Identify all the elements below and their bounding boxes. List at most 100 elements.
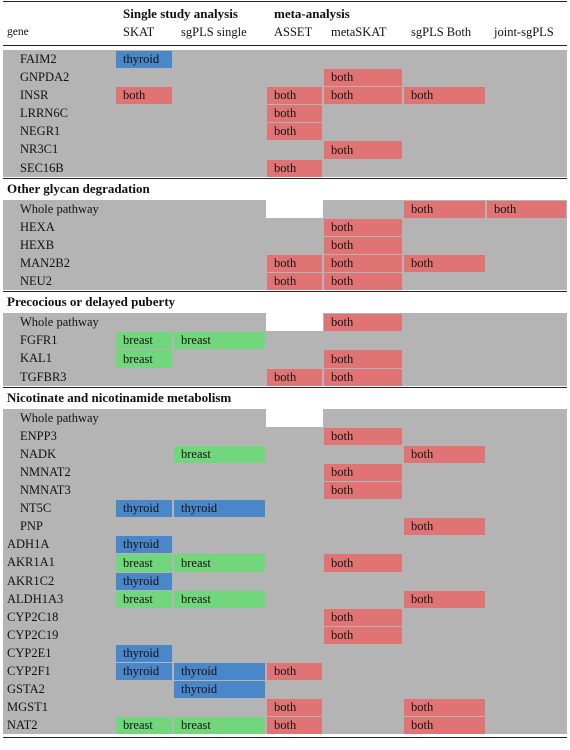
result-cell: breast xyxy=(116,716,172,734)
gene-label: HEXA xyxy=(20,220,55,234)
section-rule xyxy=(3,177,567,179)
gene-label: NADK xyxy=(20,447,57,461)
result-cell: both xyxy=(324,608,402,626)
result-cell: breast xyxy=(174,553,265,572)
result-cell: both xyxy=(324,140,402,159)
gene-label: HEXB xyxy=(20,238,55,252)
gene-label: NR3C1 xyxy=(20,142,59,156)
result-cell: thyroid xyxy=(116,50,172,68)
row-background xyxy=(3,68,567,86)
gene-label: Whole pathway xyxy=(20,411,99,425)
result-cell: both xyxy=(267,716,322,734)
row-background xyxy=(3,140,567,159)
row-background xyxy=(3,349,567,368)
result-cell: both xyxy=(267,159,322,177)
row-background xyxy=(3,608,567,626)
result-cell: both xyxy=(404,86,485,104)
result-cell: thyroid xyxy=(116,662,172,680)
result-cell: breast xyxy=(116,590,172,608)
gene-label: GNPDA2 xyxy=(20,70,70,84)
result-cell: thyroid xyxy=(174,499,265,517)
result-cell: breast xyxy=(174,331,265,349)
row-background xyxy=(3,218,567,236)
gene-label: CYP2C19 xyxy=(7,628,59,642)
row-background xyxy=(3,236,567,254)
section-title: Nicotinate and nicotinamide metabolism xyxy=(7,389,232,405)
result-cell: breast xyxy=(174,445,265,463)
result-cell: both xyxy=(324,463,402,481)
result-cell: breast xyxy=(116,331,172,349)
result-cell: breast xyxy=(174,590,265,608)
result-cell: thyroid xyxy=(174,662,265,680)
gene-label: NEGR1 xyxy=(20,124,61,138)
column-header: SKAT xyxy=(123,25,155,39)
result-cell: both xyxy=(324,86,402,104)
gene-label: GSTA2 xyxy=(7,682,45,696)
gene-label: NMNAT3 xyxy=(20,483,71,497)
gene-label: NMNAT2 xyxy=(20,465,71,479)
gene-label: FGFR1 xyxy=(20,333,58,347)
gene-label: CYP2F1 xyxy=(7,664,51,678)
row-background xyxy=(3,644,567,662)
section-title: Precocious or delayed puberty xyxy=(7,294,176,310)
gene-label: MAN2B2 xyxy=(20,256,71,270)
group-header: meta-analysis xyxy=(274,6,350,21)
blank-cell xyxy=(266,200,323,218)
gene-label: ALDH1A3 xyxy=(7,592,64,606)
result-cell: both xyxy=(324,313,402,331)
group-header: Single study analysis xyxy=(123,6,238,21)
column-header: sgPLS single xyxy=(181,25,247,39)
result-cell: both xyxy=(487,200,566,218)
gene-label: TGFBR3 xyxy=(20,370,67,384)
result-cell: both xyxy=(267,86,322,104)
result-cell: thyroid xyxy=(116,499,172,517)
section-rule xyxy=(3,386,567,388)
result-cell: both xyxy=(267,122,322,140)
result-cell: both xyxy=(267,368,322,386)
gene-label: NEU2 xyxy=(20,274,52,288)
row-background xyxy=(3,331,567,349)
column-header: metaSKAT xyxy=(331,25,387,39)
result-cell: thyroid xyxy=(116,535,172,553)
gene-label: Whole pathway xyxy=(20,315,99,329)
gene-label: AKR1C2 xyxy=(7,574,55,588)
result-cell: both xyxy=(404,254,485,272)
result-cell: both xyxy=(324,236,402,254)
column-header: ASSET xyxy=(274,25,313,39)
header-rule xyxy=(3,45,567,46)
result-cell: both xyxy=(324,68,402,86)
top-rule xyxy=(3,1,567,2)
result-cell: both xyxy=(324,626,402,644)
result-cell: both xyxy=(324,427,402,445)
gene-label: AKR1A1 xyxy=(7,555,55,569)
gene-label: PNP xyxy=(20,519,43,533)
row-background xyxy=(3,50,567,68)
row-background xyxy=(3,553,567,572)
row-background xyxy=(3,481,567,499)
row-background xyxy=(3,427,567,445)
result-cell: both xyxy=(267,698,322,716)
gene-label: SEC16B xyxy=(20,161,64,175)
row-background xyxy=(3,680,567,698)
gene-label: CYP2E1 xyxy=(7,646,52,660)
gene-label: INSR xyxy=(20,88,49,102)
result-cell: both xyxy=(404,517,485,535)
result-cell: thyroid xyxy=(116,572,172,590)
result-cell: both xyxy=(267,662,322,680)
gene-label: FAIM2 xyxy=(20,52,57,66)
result-cell: both xyxy=(404,445,485,463)
blank-cell xyxy=(266,409,323,427)
result-cell: both xyxy=(116,86,172,104)
gene-label: LRRN6C xyxy=(20,106,68,120)
result-cell: both xyxy=(324,254,402,272)
result-cell: both xyxy=(324,349,402,368)
row-background xyxy=(3,535,567,553)
result-cell: both xyxy=(324,481,402,499)
section-title: Other glycan degradation xyxy=(7,180,150,196)
result-cell: thyroid xyxy=(174,680,265,698)
gene-label: MGST1 xyxy=(7,700,48,714)
gene-label: NT5C xyxy=(20,501,52,515)
column-header: joint-sgPLS xyxy=(494,25,554,39)
row-background xyxy=(3,499,567,517)
row-background xyxy=(3,626,567,644)
